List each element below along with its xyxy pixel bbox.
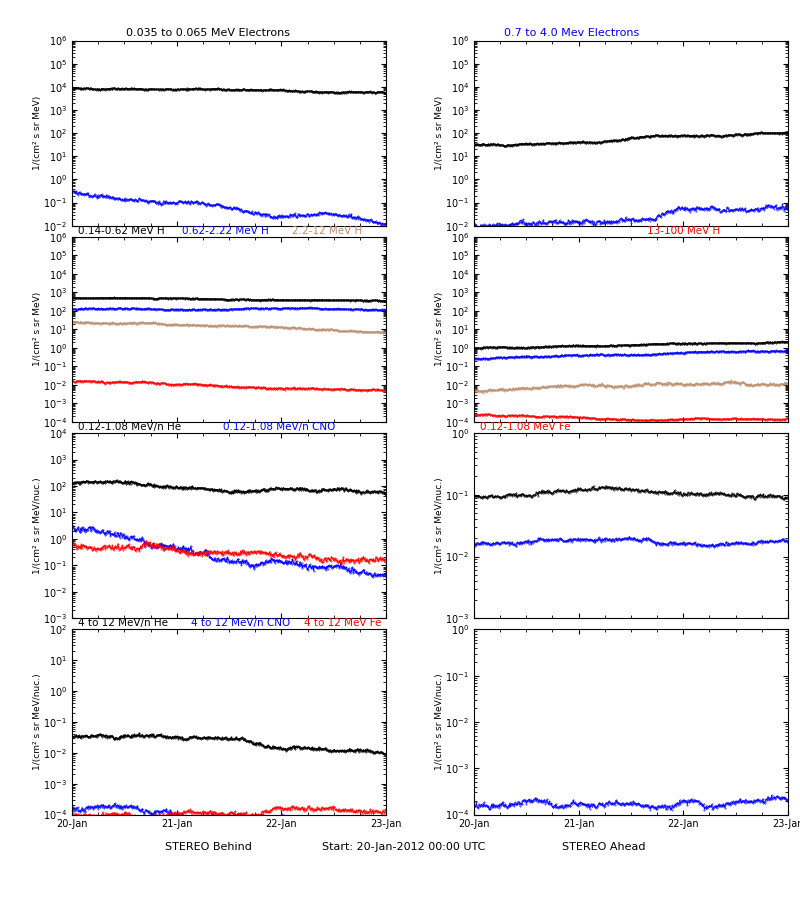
Text: 0.12-1.08 MeV/n CNO: 0.12-1.08 MeV/n CNO	[222, 422, 335, 432]
Text: Start: 20-Jan-2012 00:00 UTC: Start: 20-Jan-2012 00:00 UTC	[322, 842, 486, 852]
Text: STEREO Ahead: STEREO Ahead	[562, 842, 646, 852]
Text: 4 to 12 MeV Fe: 4 to 12 MeV Fe	[304, 618, 382, 628]
Text: 0.14-0.62 MeV H: 0.14-0.62 MeV H	[78, 226, 165, 236]
Y-axis label: 1/(cm² s sr MeV/nuc.): 1/(cm² s sr MeV/nuc.)	[33, 673, 42, 770]
Y-axis label: 1/(cm² s sr MeV): 1/(cm² s sr MeV)	[33, 96, 42, 170]
Y-axis label: 1/(cm² s sr MeV/nuc.): 1/(cm² s sr MeV/nuc.)	[434, 673, 443, 770]
Text: 2.2-12 MeV H: 2.2-12 MeV H	[292, 226, 362, 236]
Text: 0.12-1.08 MeV Fe: 0.12-1.08 MeV Fe	[480, 422, 570, 432]
Text: 13-100 MeV H: 13-100 MeV H	[646, 226, 720, 236]
Y-axis label: 1/(cm² s sr MeV): 1/(cm² s sr MeV)	[33, 292, 42, 366]
Text: STEREO Behind: STEREO Behind	[165, 842, 251, 852]
Text: 0.7 to 4.0 Mev Electrons: 0.7 to 4.0 Mev Electrons	[504, 28, 639, 38]
Text: 4 to 12 MeV/n He: 4 to 12 MeV/n He	[78, 618, 168, 628]
Text: 0.62-2.22 MeV H: 0.62-2.22 MeV H	[182, 226, 269, 236]
Y-axis label: 1/(cm² s sr MeV): 1/(cm² s sr MeV)	[434, 292, 443, 366]
Y-axis label: 1/(cm² s sr MeV): 1/(cm² s sr MeV)	[435, 96, 444, 170]
Text: 0.035 to 0.065 MeV Electrons: 0.035 to 0.065 MeV Electrons	[126, 28, 290, 38]
Y-axis label: 1/(cm² s sr MeV/nuc.): 1/(cm² s sr MeV/nuc.)	[33, 477, 42, 574]
Text: 0.12-1.08 MeV/n He: 0.12-1.08 MeV/n He	[78, 422, 182, 432]
Y-axis label: 1/(cm² s sr MeV/nuc.): 1/(cm² s sr MeV/nuc.)	[434, 477, 444, 574]
Text: 4 to 12 MeV/n CNO: 4 to 12 MeV/n CNO	[191, 618, 290, 628]
